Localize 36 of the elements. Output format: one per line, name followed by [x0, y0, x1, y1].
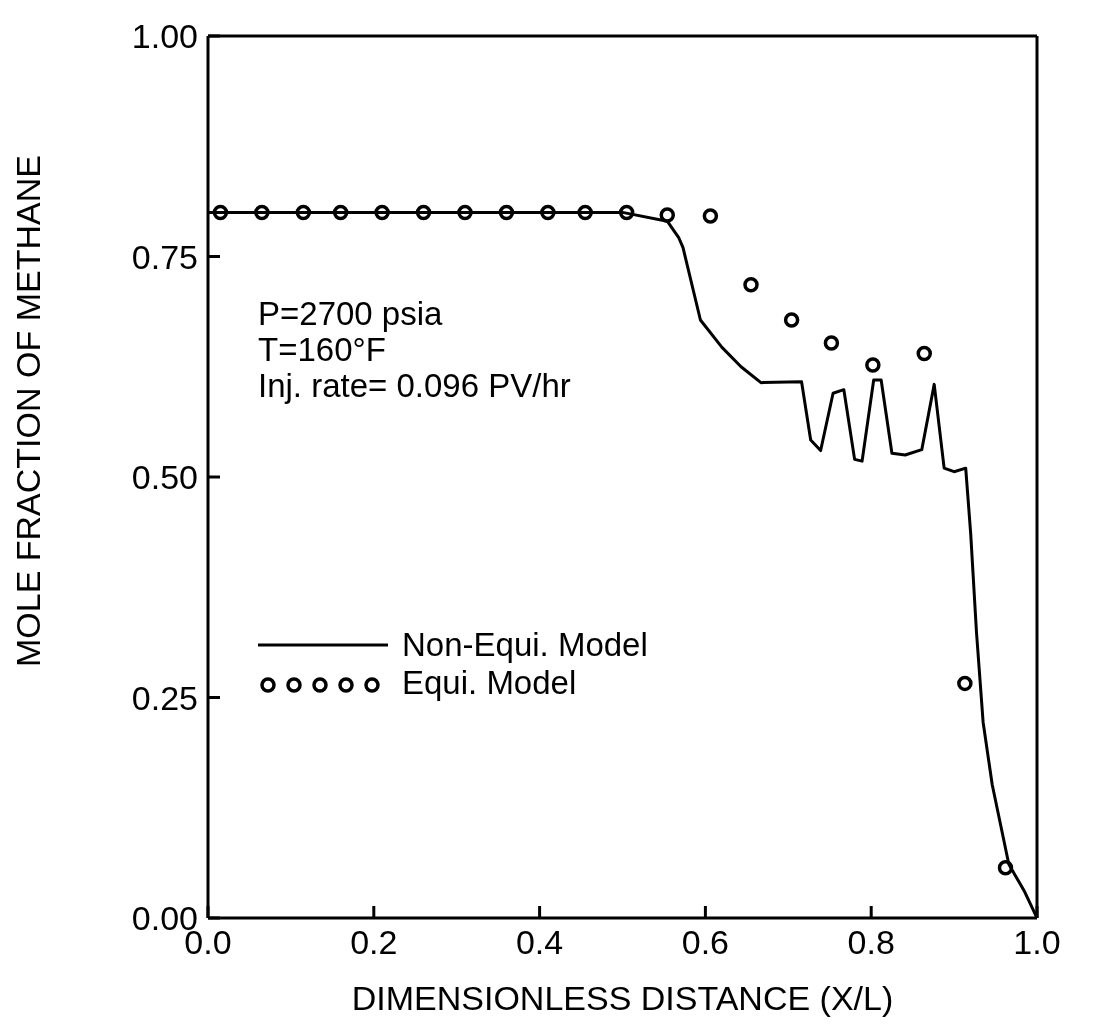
y-tick-label: 0.75 [131, 237, 198, 276]
point [618, 204, 635, 221]
point [332, 204, 349, 221]
point [415, 204, 432, 221]
point [659, 207, 676, 223]
y-axis-title: MOLE FRACTION OF METHANE [9, 155, 48, 667]
point [997, 859, 1014, 876]
x-tick-label: 0.2 [350, 923, 398, 962]
point [743, 276, 759, 293]
point [374, 204, 390, 221]
x-tick-label: 0.8 [847, 923, 895, 962]
x-axis-title: DIMENSIONLESS DISTANCE (X/L) [351, 979, 894, 1017]
point [540, 204, 556, 221]
legend-label: Non-Equi. Model [402, 626, 648, 664]
point [577, 204, 593, 221]
point [865, 357, 881, 373]
x-tick-label: 0.4 [515, 923, 564, 962]
point [783, 312, 800, 328]
point [702, 208, 719, 224]
y-tick-label: 0.25 [131, 678, 198, 717]
x-tick-label: 1.0 [1013, 923, 1061, 962]
point [457, 204, 473, 221]
annotation: T=160°F [258, 331, 386, 368]
point [498, 204, 515, 221]
point [823, 335, 840, 351]
point [916, 345, 933, 362]
point [957, 675, 973, 692]
point [212, 204, 229, 221]
point [295, 204, 312, 221]
annotation: Inj. rate= 0.096 PV/hr [258, 367, 571, 404]
annotation: P=2700 psia [258, 295, 444, 332]
y-tick-label: 0.50 [131, 458, 198, 497]
point [254, 204, 270, 221]
x-tick-label: 0.6 [681, 923, 730, 962]
legend-label: Equi. Model [402, 664, 577, 702]
y-tick-label: 1.00 [131, 17, 198, 56]
